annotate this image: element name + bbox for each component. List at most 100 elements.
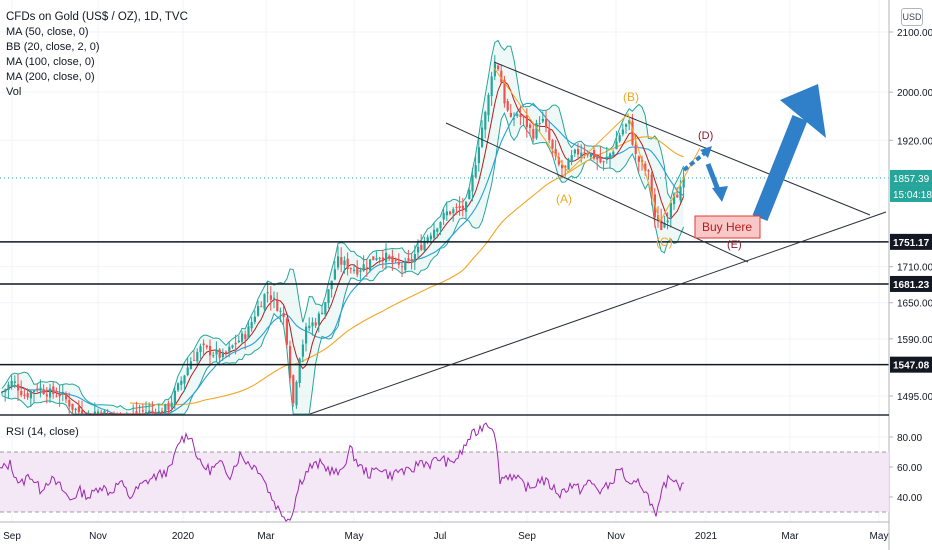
candle-body — [167, 403, 170, 410]
channel-upper-line[interactable] — [493, 61, 871, 216]
candle-body — [679, 186, 682, 201]
candle-body — [429, 235, 432, 240]
indicator-vol[interactable]: Vol — [6, 86, 22, 98]
candle-body — [29, 391, 32, 399]
support-trend-line[interactable] — [309, 211, 887, 415]
candle-body — [378, 257, 381, 259]
candle-body — [666, 220, 669, 223]
channel-lower-line[interactable] — [445, 122, 749, 263]
candle-body — [321, 312, 324, 314]
indicator-bb[interactable]: BB (20, close, 2, 0) — [6, 41, 100, 53]
candle-body — [4, 389, 7, 393]
candle-body — [682, 177, 685, 188]
candle-body — [628, 120, 631, 124]
candle-body — [289, 346, 292, 378]
candle-body — [417, 246, 420, 253]
wave-path — [493, 67, 701, 224]
candle-body — [52, 386, 55, 395]
price-label-text: 15:04:18 — [893, 190, 932, 201]
candle-body — [314, 322, 317, 326]
currency-button[interactable]: USD — [901, 8, 923, 26]
candle-body — [199, 346, 202, 353]
time-tick-label: 2021 — [695, 531, 718, 542]
candle-body — [148, 410, 151, 413]
candle-body — [375, 257, 378, 260]
candle-body — [663, 222, 666, 228]
candle-body — [346, 258, 349, 270]
candle-body — [519, 114, 522, 117]
trend-lines — [309, 61, 887, 415]
time-tick-label: May — [870, 531, 889, 542]
price-label-text: 1857.39 — [893, 174, 930, 185]
candle-body — [292, 375, 295, 404]
candle-body — [215, 349, 218, 355]
candle-body — [586, 154, 589, 156]
time-tick-label: Mar — [257, 531, 275, 542]
candle-body — [295, 381, 298, 406]
candle-body — [285, 318, 288, 345]
candle-body — [266, 292, 269, 294]
candle-body — [567, 159, 570, 170]
candle-body — [145, 411, 148, 414]
price-tick-label: 1590.00 — [897, 335, 932, 346]
candle-body — [602, 161, 605, 163]
candle-body — [589, 152, 592, 157]
candle-body — [97, 411, 100, 414]
candle-body — [381, 257, 384, 262]
rsi-legend[interactable]: RSI (14, close) — [6, 426, 79, 438]
candle-body — [423, 240, 426, 251]
candle-body — [468, 190, 471, 200]
candle-body — [196, 352, 199, 362]
price-tick-label: 2100.00 — [897, 28, 932, 39]
candle-body — [644, 163, 647, 172]
candle-body — [554, 149, 557, 156]
price-tick-label: 1650.00 — [897, 299, 932, 310]
candle-body — [39, 387, 42, 391]
candle-body — [625, 124, 628, 127]
candle-body — [407, 258, 410, 261]
candle-body — [23, 394, 26, 397]
candle-body — [397, 261, 400, 265]
candle-body — [26, 393, 29, 398]
small-down-arrow — [705, 163, 721, 191]
wave-label-c: (C) — [656, 235, 673, 249]
candle-body — [455, 207, 458, 209]
indicator-ma100[interactable]: MA (100, close, 0) — [6, 56, 95, 68]
buy-here-box[interactable] — [694, 215, 761, 239]
indicator-ma50[interactable]: MA (50, close, 0) — [6, 26, 89, 38]
price-label-box — [890, 356, 932, 373]
projection-arrows — [682, 84, 826, 221]
price-axis-labels: 1857.39 15:04:18 1751.17 1681.23 1547.08 — [890, 169, 932, 373]
candle-body — [301, 344, 304, 357]
candle-body — [305, 326, 308, 344]
symbol-title[interactable]: CFDs on Gold (US$ / OZ), 1D, TVC — [6, 11, 188, 23]
ma20-line — [1, 81, 685, 415]
price-axis-ticks: 1495.00 1590.00 1650.00 1710.00 1920.00 2000.… — [889, 28, 932, 403]
wave-annotations: (A) (B) (C) (D) (E) Buy Here — [556, 90, 761, 251]
price-label-box — [890, 275, 932, 292]
chart-grid — [0, 0, 889, 522]
candle-body — [257, 306, 260, 316]
candle-body — [458, 205, 461, 208]
rsi-tick-label: 60.00 — [897, 463, 922, 474]
candle-body — [439, 222, 442, 229]
price-label-text: 1547.08 — [893, 361, 930, 372]
candle-body — [225, 351, 228, 354]
candle-body — [237, 340, 240, 343]
candle-body — [61, 391, 64, 395]
candle-body — [180, 380, 183, 385]
candle-body — [247, 326, 250, 339]
candle-body — [202, 343, 205, 346]
candle-body — [413, 254, 416, 262]
candle-body — [487, 94, 490, 116]
candle-body — [279, 310, 282, 312]
candle-body — [282, 312, 285, 318]
small-up-arrow — [682, 150, 708, 172]
candle-body — [186, 367, 189, 376]
rsi-band — [0, 452, 889, 512]
big-up-arrow-head — [780, 84, 826, 138]
price-label-box — [890, 169, 932, 186]
indicator-ma200[interactable]: MA (200, close, 0) — [6, 71, 95, 83]
candle-body — [330, 280, 333, 290]
